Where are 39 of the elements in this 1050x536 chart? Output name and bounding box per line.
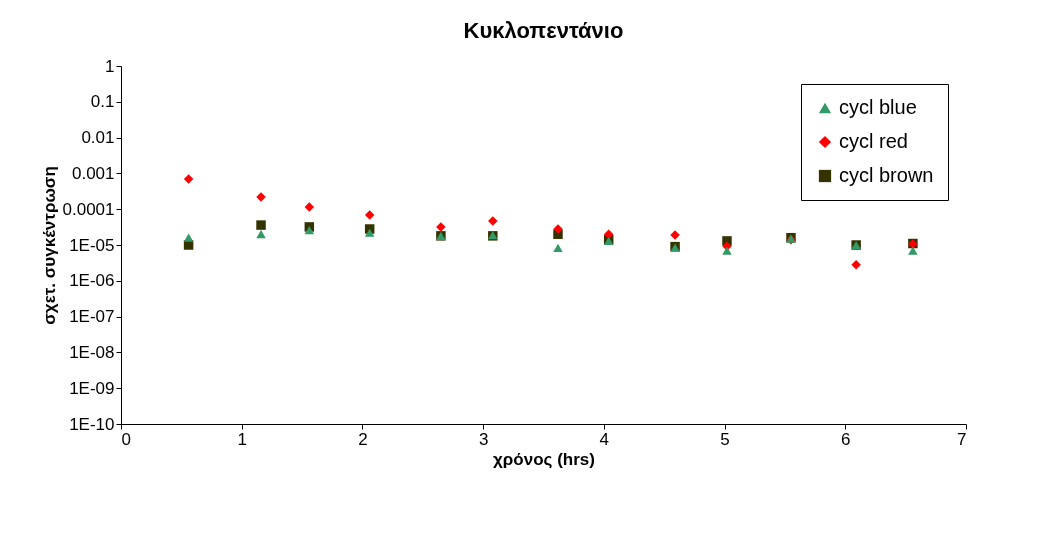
point xyxy=(256,230,266,239)
point xyxy=(908,246,918,255)
y-tick-label: 1E-09 xyxy=(69,378,115,398)
point xyxy=(553,243,563,253)
x-tick-label: 0 xyxy=(121,429,131,449)
point xyxy=(304,226,315,235)
y-tick-label: 1E-10 xyxy=(69,414,115,434)
x-axis-title: χρόνος (hrs) xyxy=(493,449,595,469)
x-tick-label: 2 xyxy=(358,429,368,449)
legend-label: cycl brown xyxy=(839,164,934,186)
y-tick-label: 0.1 xyxy=(90,92,115,112)
point xyxy=(183,233,194,242)
point xyxy=(304,202,315,212)
chart-title: Κυκλοπεντάνιο xyxy=(463,18,624,43)
point xyxy=(183,174,194,184)
legend-label: cycl blue xyxy=(839,96,917,118)
x-tick-label: 4 xyxy=(599,429,610,449)
x-tick-label: 5 xyxy=(720,429,730,449)
y-tick-label: 0.0001 xyxy=(62,199,115,219)
point xyxy=(364,228,375,237)
point xyxy=(256,220,266,230)
point xyxy=(364,210,375,220)
x-tick-label: 6 xyxy=(841,429,851,449)
x-tick-label: 7 xyxy=(957,429,967,449)
y-tick-label: 1E-06 xyxy=(69,271,115,291)
y-tick-label: 0.01 xyxy=(81,128,115,148)
y-tick-label: 1 xyxy=(105,56,115,76)
x-tick-label: 1 xyxy=(237,429,247,449)
y-tick-label: 1E-05 xyxy=(69,235,115,255)
x-tick-label: 3 xyxy=(478,429,489,449)
point xyxy=(488,216,498,226)
point xyxy=(851,260,861,270)
y-axis-title: σχετ. συγκέντρωση xyxy=(39,166,59,325)
point xyxy=(722,246,732,255)
y-tick-label: 1E-07 xyxy=(69,307,115,327)
point xyxy=(603,229,614,239)
y-tick-label: 0.001 xyxy=(71,163,115,183)
y-tick-label: 1E-08 xyxy=(69,342,115,362)
legend-label: cycl red xyxy=(839,130,908,152)
